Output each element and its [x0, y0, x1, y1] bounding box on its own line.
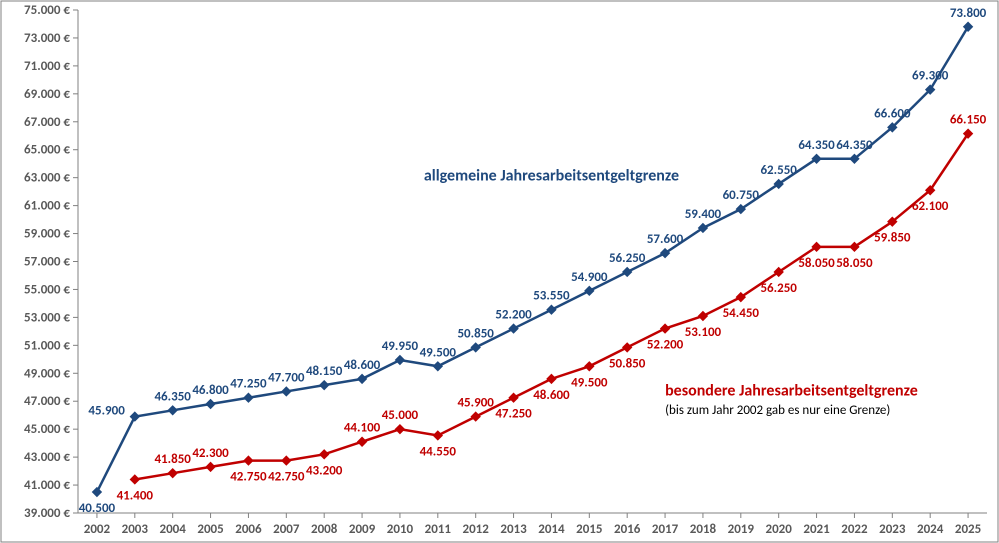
data-label: 58.050 — [798, 256, 835, 271]
x-axis-label: 2019 — [728, 522, 755, 537]
x-axis-label: 2007 — [273, 522, 300, 537]
data-label: 69.300 — [912, 69, 949, 84]
y-axis-label: 53.000 € — [24, 310, 70, 325]
x-axis-label: 2004 — [160, 522, 187, 537]
data-label: 46.800 — [192, 383, 229, 398]
x-axis-label: 2016 — [614, 522, 641, 537]
data-label: 52.200 — [495, 308, 532, 323]
data-label: 57.600 — [647, 232, 684, 247]
data-label: 49.500 — [571, 375, 608, 390]
data-label: 42.300 — [192, 446, 229, 461]
data-label: 41.850 — [154, 452, 191, 467]
y-axis-label: 67.000 € — [24, 115, 70, 130]
series-subtitle-besondere: (bis zum Jahr 2002 gab es nur eine Grenz… — [665, 403, 890, 418]
y-axis-label: 61.000 € — [24, 199, 70, 214]
x-axis-label: 2018 — [690, 522, 717, 537]
x-axis-label: 2003 — [122, 522, 149, 537]
data-label: 73.800 — [950, 6, 987, 21]
data-label: 52.200 — [647, 338, 684, 353]
y-axis-label: 41.000 € — [24, 478, 70, 493]
y-axis-label: 43.000 € — [24, 450, 70, 465]
data-label: 40.500 — [79, 501, 116, 516]
data-label: 44.100 — [344, 421, 381, 436]
data-label: 46.350 — [154, 389, 191, 404]
data-label: 53.100 — [685, 325, 722, 340]
x-axis-label: 2020 — [766, 522, 793, 537]
data-label: 59.850 — [874, 231, 911, 246]
data-label: 49.950 — [382, 339, 419, 354]
data-label: 45.900 — [88, 404, 125, 419]
x-axis-label: 2002 — [84, 522, 111, 537]
y-axis-label: 73.000 € — [24, 31, 70, 46]
data-label: 53.550 — [533, 289, 570, 304]
x-axis-label: 2011 — [425, 522, 452, 537]
x-axis-label: 2023 — [879, 522, 906, 537]
x-axis-label: 2005 — [197, 522, 223, 537]
x-axis-label: 2021 — [803, 522, 830, 537]
data-label: 42.750 — [230, 470, 267, 485]
y-axis-label: 39.000 € — [24, 506, 70, 521]
y-axis-label: 55.000 € — [24, 282, 70, 297]
data-label: 64.350 — [836, 138, 873, 153]
data-label: 45.900 — [457, 396, 494, 411]
y-axis-label: 69.000 € — [24, 87, 70, 102]
x-axis-label: 2025 — [955, 522, 981, 537]
y-axis-label: 45.000 € — [24, 422, 70, 437]
data-label: 47.700 — [268, 370, 305, 385]
y-axis-label: 51.000 € — [24, 338, 70, 353]
x-axis-label: 2022 — [841, 522, 868, 537]
data-label: 44.550 — [420, 444, 457, 459]
data-label: 48.600 — [344, 358, 381, 373]
y-axis-label: 71.000 € — [24, 59, 70, 74]
x-axis-label: 2017 — [652, 522, 679, 537]
x-axis-label: 2024 — [917, 522, 944, 537]
x-axis-label: 2010 — [387, 522, 414, 537]
data-label: 64.350 — [798, 138, 835, 153]
data-label: 60.750 — [723, 188, 760, 203]
data-label: 62.550 — [760, 163, 797, 178]
data-label: 47.250 — [495, 407, 532, 422]
data-label: 66.150 — [950, 113, 987, 128]
x-axis-label: 2015 — [576, 522, 602, 537]
data-label: 45.000 — [382, 408, 419, 423]
data-label: 59.400 — [685, 207, 722, 222]
data-label: 42.750 — [268, 470, 305, 485]
x-axis-label: 2013 — [500, 522, 527, 537]
data-label: 43.200 — [306, 463, 343, 478]
y-axis-label: 57.000 € — [24, 255, 70, 270]
data-label: 56.250 — [760, 281, 797, 296]
data-label: 66.600 — [874, 106, 911, 121]
data-label: 58.050 — [836, 256, 873, 271]
data-label: 50.850 — [609, 356, 646, 371]
data-label: 48.150 — [306, 364, 343, 379]
series-title-besondere: besondere Jahresarbeitsentgeltgrenze — [665, 382, 918, 401]
data-label: 56.250 — [609, 251, 646, 266]
y-axis-label: 75.000 € — [24, 3, 70, 18]
data-label: 50.850 — [457, 326, 494, 341]
x-axis-label: 2008 — [311, 522, 338, 537]
data-label: 62.100 — [912, 199, 949, 214]
x-axis-label: 2009 — [349, 522, 376, 537]
x-axis-label: 2014 — [538, 522, 565, 537]
y-axis-label: 47.000 € — [24, 394, 70, 409]
data-label: 41.400 — [117, 488, 154, 503]
x-axis-label: 2012 — [463, 522, 490, 537]
line-chart: 39.000 € 41.000 € 43.000 € 45.000 € 47.000 €… — [0, 0, 999, 543]
y-axis-label: 49.000 € — [24, 366, 70, 381]
x-axis-label: 2006 — [235, 522, 262, 537]
y-axis-label: 59.000 € — [24, 227, 70, 242]
data-label: 54.450 — [723, 306, 760, 321]
data-label: 48.600 — [533, 388, 570, 403]
chart-container: 39.000 € 41.000 € 43.000 € 45.000 € 47.000 €… — [0, 0, 999, 543]
y-axis-label: 65.000 € — [24, 143, 70, 158]
series-title-allgemeine: allgemeine Jahresarbeitsentgeltgrenze — [424, 166, 679, 185]
data-label: 47.250 — [230, 377, 267, 392]
y-axis-label: 63.000 € — [24, 171, 70, 186]
data-label: 54.900 — [571, 270, 608, 285]
data-label: 49.500 — [420, 345, 457, 360]
